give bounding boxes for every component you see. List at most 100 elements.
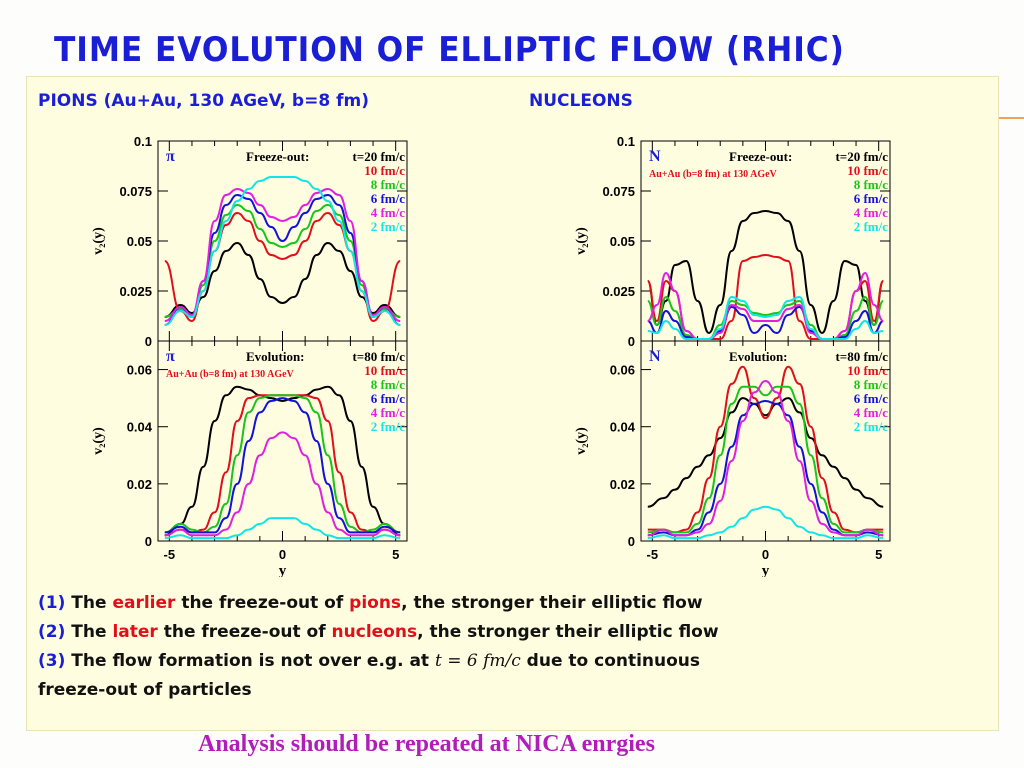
note-number: (2) <box>38 622 72 642</box>
nucleons-header: NUCLEONS <box>529 91 633 111</box>
legend-entry: 6 fm/c <box>371 391 406 406</box>
legend-entry: 2 fm/c <box>371 419 406 434</box>
note-highlight: nucleons <box>331 622 418 642</box>
series-line-2 <box>647 505 884 540</box>
y-tick-label: 0.025 <box>119 284 152 299</box>
series-line-8 <box>647 295 884 340</box>
y-tick-label: 0.1 <box>617 134 635 149</box>
legend-entry: 2 fm/c <box>854 419 889 434</box>
note-text: The <box>71 593 113 613</box>
chart-pions-freeze: 0 0.025 0.05 0.075 0.1 v₂(y) π Freeze-out: t=20 … <box>91 134 408 349</box>
y-tick-label: 0.04 <box>127 420 153 435</box>
y-tick-label: 0 <box>628 534 635 549</box>
y-tick-label: 0.02 <box>610 477 635 492</box>
y-tick-label: 0.06 <box>610 363 635 378</box>
x-axis-label: y <box>279 563 287 577</box>
note-line: freeze-out of particles <box>38 676 719 705</box>
legend-entry: 8 fm/c <box>371 177 406 192</box>
legend-entry: 8 fm/c <box>854 377 889 392</box>
note-highlight: earlier <box>112 593 176 613</box>
x-axis-label: y <box>762 563 770 577</box>
y-axis-label: v₂(y) <box>91 427 106 455</box>
x-tick-label: -5 <box>647 547 659 562</box>
note-text: , the stronger their elliptic flow <box>417 622 719 642</box>
series-line-2 <box>647 295 884 340</box>
plot-label: Evolution: <box>729 349 788 364</box>
chart-pions-evolution: 0 0.02 0.04 0.06 -5 0 5 y v₂(y) π Evolution: t=80 f… <box>91 340 408 577</box>
particle-symbol: N <box>649 148 661 165</box>
series-line-6 <box>164 397 401 534</box>
y-tick-label: 0.075 <box>602 184 635 199</box>
note-math: t = 6 fm/c <box>434 651 521 671</box>
x-tick-label: 0 <box>279 547 286 562</box>
legend-entry: 10 fm/c <box>847 163 888 178</box>
y-axis-label: v₂(y) <box>574 227 589 255</box>
note-line: (3) The flow formation is not over e.g. … <box>38 647 719 676</box>
series-line-6 <box>647 399 884 537</box>
legend-entry: 4 fm/c <box>854 405 889 420</box>
x-tick-label: 0 <box>762 547 769 562</box>
x-tick-label: -5 <box>164 547 176 562</box>
series-line-20 <box>647 397 884 508</box>
legend-entry: 8 fm/c <box>854 177 889 192</box>
note-number: (1) <box>38 593 72 613</box>
series-line-20 <box>646 209 885 335</box>
note-text: The <box>71 622 113 642</box>
y-tick-label: 0 <box>628 334 635 349</box>
note-text: , the stronger their elliptic flow <box>401 593 703 613</box>
legend-entry: 10 fm/c <box>364 163 405 178</box>
legend-entry: 4 fm/c <box>854 205 889 220</box>
plot-label: Freeze-out: <box>729 149 792 164</box>
chart-nucleons-freeze: 0 0.025 0.05 0.075 0.1 v₂(y) N Freeze-out: t=20 … <box>574 134 891 349</box>
note-highlight: later <box>112 622 158 642</box>
legend-title: t=80 fm/c <box>352 349 405 364</box>
note-line: (1) The earlier the freeze-out of pions,… <box>38 589 719 618</box>
y-tick-label: 0 <box>145 334 152 349</box>
y-tick-label: 0.02 <box>127 477 152 492</box>
series-line-6 <box>647 305 884 340</box>
y-tick-label: 0.1 <box>134 134 152 149</box>
y-axis-label: v₂(y) <box>574 427 589 455</box>
legend-entry: 8 fm/c <box>371 377 406 392</box>
note-text: the freeze-out of <box>157 622 332 642</box>
series-line-2 <box>164 176 401 326</box>
legend-title: t=20 fm/c <box>835 149 888 164</box>
series-line-4 <box>164 187 401 322</box>
legend-entry: 4 fm/c <box>371 205 406 220</box>
notes: (1) The earlier the freeze-out of pions,… <box>38 589 719 705</box>
plot-note: Au+Au (b=8 fm) at 130 AGeV <box>649 169 778 180</box>
particle-symbol: π <box>166 348 175 365</box>
series-line-10 <box>647 365 884 534</box>
series-line-20 <box>164 385 401 537</box>
note-text: the freeze-out of <box>175 593 350 613</box>
note-highlight: pions <box>349 593 402 613</box>
legend-entry: 2 fm/c <box>854 219 889 234</box>
series-line-4 <box>647 271 884 340</box>
y-tick-label: 0.05 <box>127 234 152 249</box>
x-tick-label: 5 <box>392 547 399 562</box>
chart-nucleons-evolution: 0 0.02 0.04 0.06 -5 0 5 y v₂(y) N Evolution: t=80 f… <box>574 340 891 577</box>
series-line-4 <box>164 431 401 537</box>
footer-note: Analysis should be repeated at NICA enrg… <box>198 731 655 757</box>
y-axis-label: v₂(y) <box>91 227 106 255</box>
y-tick-label: 0 <box>145 534 152 549</box>
series-line-10 <box>164 394 401 537</box>
series-line-2 <box>164 517 401 540</box>
note-text: The flow formation is not over e.g. at <box>71 651 435 671</box>
y-tick-label: 0.05 <box>610 234 635 249</box>
legend-title: t=20 fm/c <box>352 149 405 164</box>
pions-header: PIONS (Au+Au, 130 AGeV, b=8 fm) <box>38 91 369 111</box>
note-text: due to continuous <box>520 651 701 671</box>
legend-entry: 6 fm/c <box>854 391 889 406</box>
particle-symbol: N <box>649 348 661 365</box>
x-tick-label: 5 <box>875 547 882 562</box>
legend-title: t=80 fm/c <box>835 349 888 364</box>
plot-label: Evolution: <box>246 349 305 364</box>
y-tick-label: 0.06 <box>127 363 152 378</box>
series-line-8 <box>164 394 401 534</box>
y-tick-label: 0.04 <box>610 420 636 435</box>
slide-title: TIME EVOLUTION OF ELLIPTIC FLOW (RHIC) <box>54 30 845 70</box>
note-number: (3) <box>38 651 72 671</box>
note-text: freeze-out of particles <box>38 680 252 700</box>
